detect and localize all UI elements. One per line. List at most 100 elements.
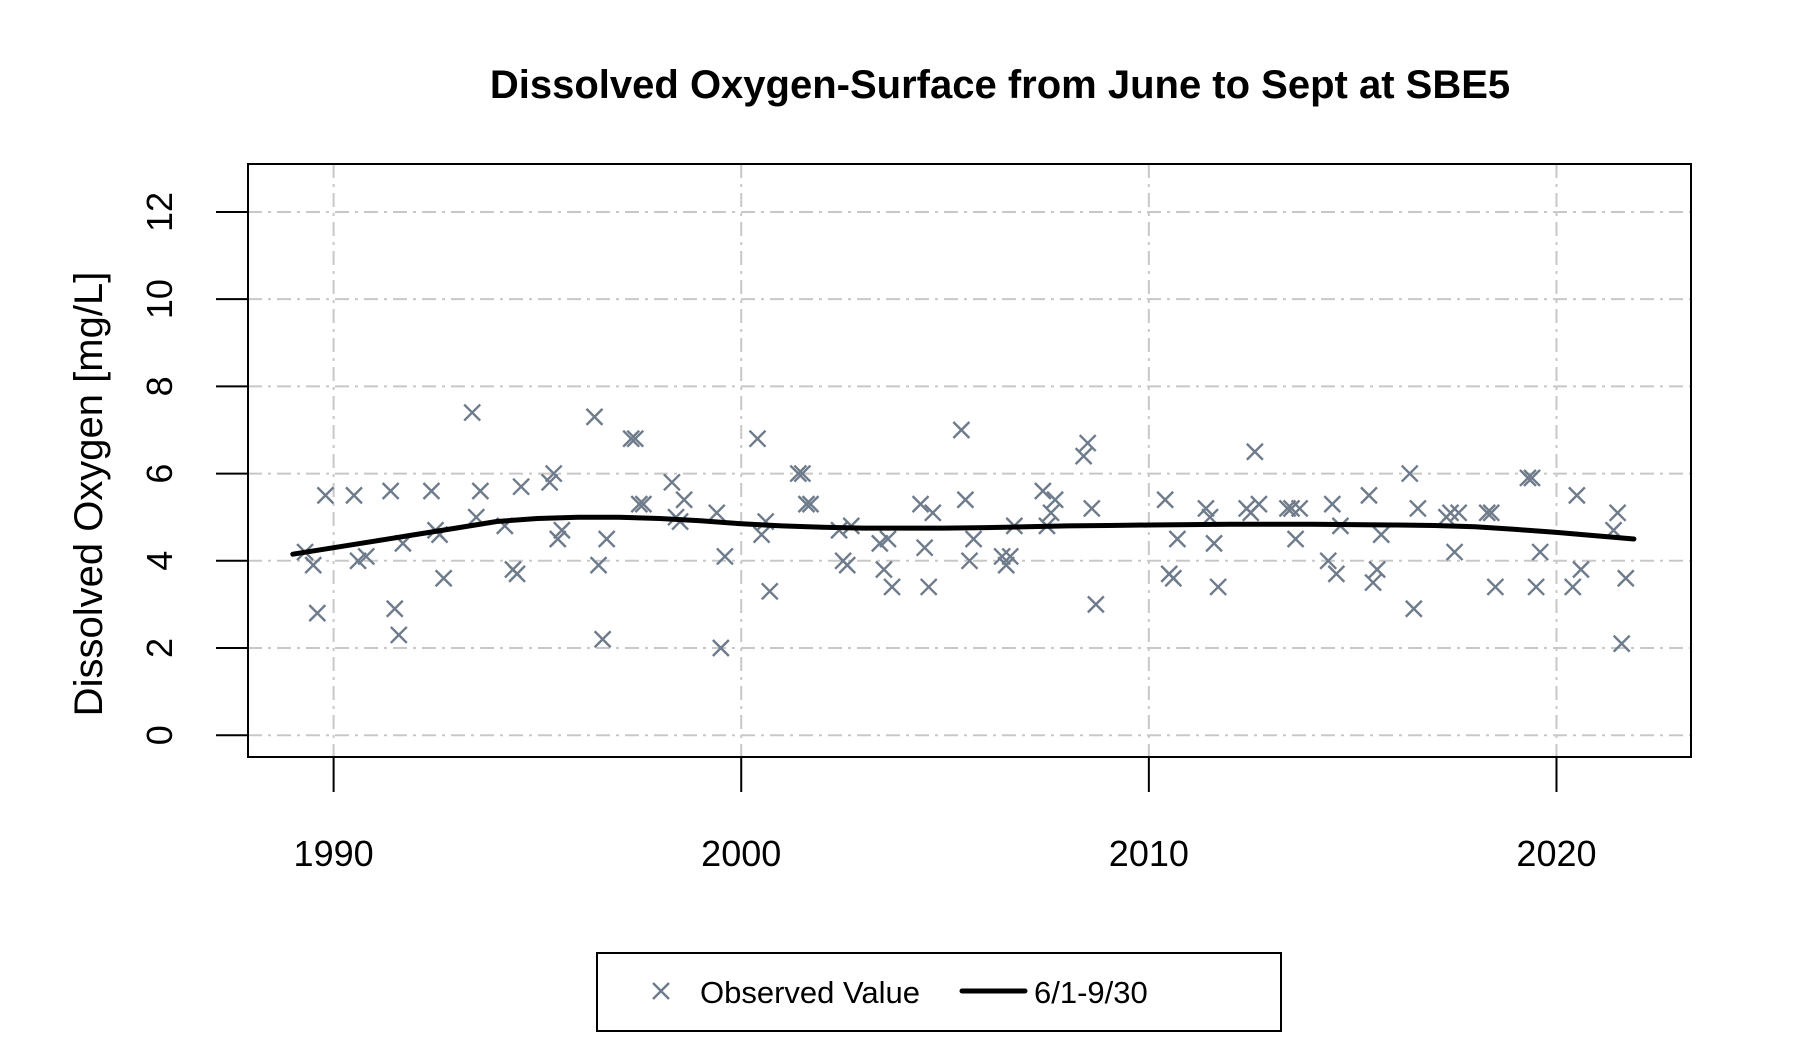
data-point-45 <box>789 464 808 483</box>
legend-box <box>596 952 1282 1032</box>
data-point-24 <box>548 530 567 548</box>
data-point-53 <box>870 534 889 553</box>
data-point-66 <box>997 556 1016 574</box>
data-point-37 <box>675 490 694 509</box>
y-tick-label-8: 8 <box>139 376 180 396</box>
data-point-9 <box>389 626 408 644</box>
data-point-116 <box>1568 486 1586 505</box>
data-point-11 <box>422 482 441 500</box>
x-tick-label-2010: 2010 <box>1109 833 1189 874</box>
data-point-110 <box>1486 578 1505 596</box>
data-point-6 <box>357 547 376 566</box>
data-point-2 <box>308 604 327 622</box>
legend-label-observed: Observed Value <box>700 975 920 1010</box>
data-point-92 <box>1290 499 1309 518</box>
data-point-28 <box>593 630 612 649</box>
data-point-74 <box>1078 434 1097 452</box>
data-point-80 <box>1168 530 1187 548</box>
data-point-48 <box>801 495 820 513</box>
y-tick-label-0: 0 <box>139 725 180 745</box>
data-point-93 <box>1319 551 1338 570</box>
data-point-69 <box>1034 482 1052 500</box>
data-point-91 <box>1286 530 1305 548</box>
data-point-112 <box>1523 469 1541 487</box>
data-point-103 <box>1409 499 1427 518</box>
data-point-30 <box>622 429 641 448</box>
data-point-87 <box>1245 442 1264 461</box>
data-point-105 <box>1441 503 1460 522</box>
data-point-60 <box>923 503 942 522</box>
data-point-49 <box>830 521 848 540</box>
chart-title: Dissolved Oxygen-Surface from June to Se… <box>490 63 1510 107</box>
data-point-90 <box>1282 499 1301 518</box>
data-point-21 <box>512 477 530 496</box>
data-point-121 <box>1616 569 1635 588</box>
data-point-8 <box>385 599 404 618</box>
data-point-71 <box>1042 503 1060 522</box>
data-point-120 <box>1612 634 1631 653</box>
data-point-98 <box>1364 573 1382 592</box>
data-point-73 <box>1074 447 1093 465</box>
y-tick-label-2: 2 <box>139 638 180 658</box>
data-point-114 <box>1531 543 1550 561</box>
data-point-79 <box>1164 569 1183 588</box>
trend-line-layer <box>290 514 1637 557</box>
data-point-5 <box>349 551 367 570</box>
x-tick-label-2020: 2020 <box>1516 833 1596 874</box>
smooth-trend-line <box>290 514 1637 557</box>
data-point-38 <box>707 503 726 522</box>
data-point-25 <box>553 521 571 540</box>
data-point-17 <box>471 482 490 500</box>
data-point-61 <box>952 421 971 439</box>
data-point-44 <box>760 582 779 601</box>
data-point-54 <box>875 560 893 579</box>
data-point-107 <box>1449 503 1468 522</box>
data-point-109 <box>1482 503 1501 522</box>
data-point-106 <box>1445 543 1464 561</box>
data-point-27 <box>589 556 608 574</box>
plot-frame <box>247 163 1692 758</box>
data-point-62 <box>956 490 975 509</box>
data-point-22 <box>540 473 559 492</box>
data-point-81 <box>1197 499 1215 518</box>
data-point-119 <box>1608 503 1627 522</box>
data-point-34 <box>663 473 681 492</box>
data-point-64 <box>964 530 983 548</box>
data-point-67 <box>1001 547 1020 566</box>
data-point-23 <box>544 464 563 483</box>
data-point-115 <box>1563 578 1582 596</box>
data-point-51 <box>838 556 857 574</box>
data-point-29 <box>597 530 616 548</box>
data-point-101 <box>1400 464 1419 483</box>
data-point-55 <box>879 530 897 548</box>
y-tick-label-10: 10 <box>139 279 180 319</box>
data-point-59 <box>919 578 938 596</box>
data-point-47 <box>797 495 816 513</box>
data-point-42 <box>752 525 771 544</box>
data-point-26 <box>585 408 604 426</box>
data-point-7 <box>381 482 400 500</box>
y-axis-label: Dissolved Oxygen [mg/L] <box>67 272 111 717</box>
data-point-58 <box>915 538 934 557</box>
observed-points <box>296 403 1635 657</box>
data-point-102 <box>1404 599 1423 618</box>
data-point-3 <box>316 486 335 505</box>
data-point-95 <box>1327 565 1346 583</box>
data-point-14 <box>434 569 453 588</box>
data-point-31 <box>626 429 645 448</box>
legend: Observed Value 6/1-9/30 <box>596 952 1282 1032</box>
data-point-65 <box>993 547 1011 566</box>
data-point-97 <box>1360 486 1378 505</box>
data-point-94 <box>1323 495 1342 513</box>
data-point-32 <box>630 495 649 513</box>
y-tick-label-4: 4 <box>139 551 180 571</box>
data-point-84 <box>1209 578 1227 596</box>
data-point-4 <box>345 486 363 505</box>
legend-label-smooth: 6/1-9/30 <box>1034 975 1148 1010</box>
data-point-57 <box>911 495 930 513</box>
data-point-88 <box>1250 495 1268 513</box>
data-point-41 <box>748 429 767 448</box>
data-point-1 <box>304 556 323 574</box>
axis-layer: 1990 2000 2010 2020 0 2 4 6 8 10 12 <box>139 192 1597 874</box>
legend-x-glyph <box>652 982 670 1000</box>
